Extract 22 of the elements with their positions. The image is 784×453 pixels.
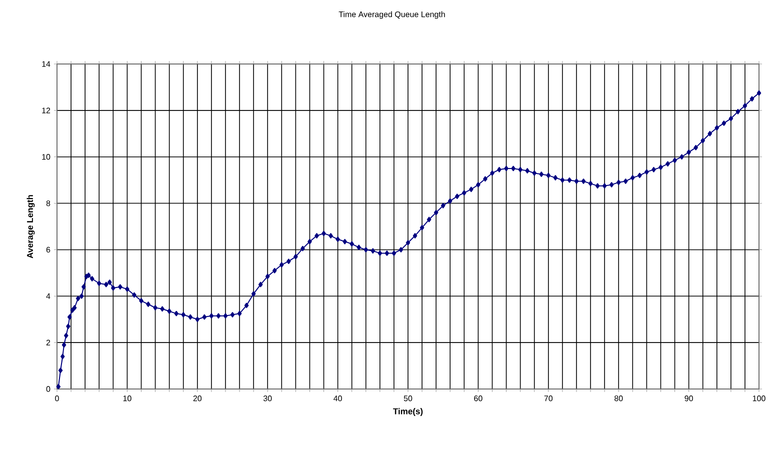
x-tick-label: 100 bbox=[752, 396, 766, 402]
x-tick-label: 0 bbox=[55, 396, 59, 402]
y-tick-label: 10 bbox=[42, 154, 50, 160]
x-tick-label: 20 bbox=[193, 396, 202, 402]
x-tick-label: 60 bbox=[474, 396, 482, 402]
x-tick-label: 50 bbox=[404, 396, 412, 402]
y-tick-label: 14 bbox=[42, 61, 50, 67]
x-tick-label: 40 bbox=[334, 396, 342, 402]
y-tick-label: 4 bbox=[46, 293, 50, 299]
y-tick-label: 6 bbox=[46, 246, 50, 253]
x-tick-label: 10 bbox=[123, 396, 132, 402]
x-axis-title: Time(s) bbox=[393, 408, 423, 416]
y-tick-label: 2 bbox=[46, 340, 50, 346]
y-tick-label: 8 bbox=[46, 200, 50, 206]
x-tick-label: 80 bbox=[614, 396, 623, 402]
x-tick-label: 30 bbox=[263, 396, 272, 402]
y-tick-label: 12 bbox=[42, 108, 50, 114]
x-tick-label: 90 bbox=[684, 396, 693, 402]
x-tick-label: 70 bbox=[544, 396, 553, 402]
y-tick-label: 0 bbox=[46, 386, 50, 392]
y-axis-title: Average Length bbox=[26, 195, 35, 258]
chart-title: Time Averaged Queue Length bbox=[338, 11, 445, 19]
